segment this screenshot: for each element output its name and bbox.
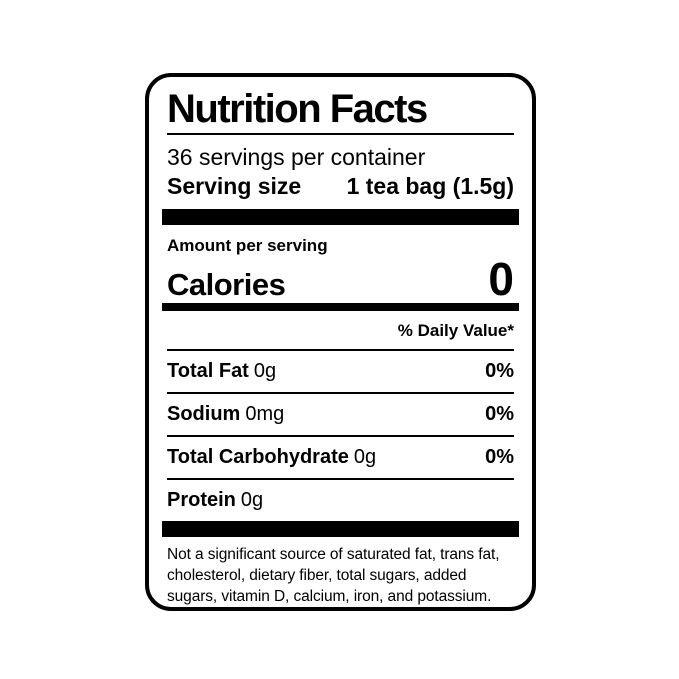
calories-label: Calories [167,266,286,302]
daily-value-header: % Daily Value* [397,321,514,341]
nutrient-row-total-fat: Total Fat 0g 0% [167,351,514,392]
row-divider [167,391,514,394]
title-divider [167,133,514,135]
serving-size-row: Serving size 1 tea bag (1.5g) [167,173,514,199]
nutrient-amount: 0g [353,445,377,468]
nutrient-row-sodium: Sodium 0mg 0% [167,394,514,435]
nutrition-facts-label: Nutrition Facts 36 servings per containe… [145,73,536,611]
nutrient-row-protein: Protein 0g [167,480,514,521]
section-divider-top [162,208,519,225]
nutrient-name: Protein [167,488,236,511]
row-divider [167,434,514,437]
nutrient-text: Sodium 0mg [167,403,284,426]
row-divider [167,477,514,480]
nutrient-text: Protein 0g [167,489,263,512]
nutrient-amount: 0g [240,488,264,511]
nutrient-row-total-carbohydrate: Total Carbohydrate 0g 0% [167,437,514,478]
nutrient-daily-value: 0% [485,402,514,425]
nutrient-name: Total Fat [167,359,249,382]
nutrient-daily-value: 0% [485,359,514,382]
serving-size-value: 1 tea bag (1.5g) [346,173,514,200]
calories-divider [162,303,519,312]
footnote: Not a significant source of saturated fa… [167,545,500,605]
section-divider-bottom [162,520,519,537]
nutrient-text: Total Carbohydrate 0g [167,446,376,469]
nutrient-amount: 0g [253,359,277,382]
calories-value: 0 [488,252,514,305]
serving-size-label: Serving size [167,173,302,200]
daily-value-divider [167,348,514,351]
nutrient-name: Sodium [167,402,241,425]
amount-per-serving: Amount per serving [167,235,328,255]
nutrient-text: Total Fat 0g [167,360,276,383]
nutrient-daily-value: 0% [485,445,514,468]
label-title: Nutrition Facts [167,87,428,131]
nutrient-name: Total Carbohydrate [167,445,349,468]
nutrient-amount: 0mg [245,402,285,425]
servings-per-container: 36 servings per container [167,144,426,170]
calories-row: Calories 0 [167,252,514,305]
